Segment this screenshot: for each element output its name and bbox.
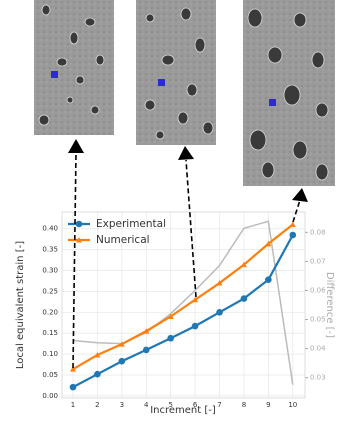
pointer-arrows (72, 152, 301, 369)
micrograph (136, 0, 216, 145)
y2-tick-label: 0.03 (310, 374, 326, 382)
point (143, 328, 150, 334)
point (142, 346, 150, 354)
plot-area (61, 211, 306, 399)
x-tick-label: 6 (193, 401, 198, 409)
legend-label: Experimental (96, 218, 166, 230)
point (289, 221, 296, 228)
series-line (72, 234, 294, 389)
point (289, 231, 297, 239)
micrograph-images (34, 0, 335, 186)
x-tick-label: 4 (144, 401, 149, 409)
x-tick-label: 2 (95, 401, 99, 409)
x-tick-label: 9 (266, 401, 270, 409)
legend-marker (75, 220, 83, 228)
y2-tick-label: 0.08 (310, 228, 326, 236)
x-tick-label: 5 (168, 401, 172, 409)
series-line (72, 223, 294, 371)
legend-marker (76, 237, 82, 243)
point (69, 366, 76, 372)
y2-tick-label: 0.06 (310, 286, 326, 294)
point (216, 309, 223, 316)
point (191, 322, 199, 330)
y-tick-label: 0.25 (42, 287, 58, 295)
point (118, 357, 126, 365)
point (167, 313, 174, 319)
y-tick-label: 0.10 (42, 350, 58, 358)
x-tick-label: 1 (71, 401, 75, 409)
micrograph (34, 0, 114, 135)
point (265, 240, 272, 247)
x-tick-label: 10 (288, 401, 297, 409)
y2-axis-label: Difference [-] (324, 272, 335, 338)
point (167, 334, 174, 342)
y-tick-label: 0.20 (42, 308, 58, 316)
point (118, 341, 125, 347)
x-axis-label: Increment [-] (150, 405, 216, 416)
arrow-heads (68, 139, 308, 202)
y-tick-label: 0.35 (42, 246, 58, 254)
series-line (72, 220, 294, 385)
y-tick-label: 0.30 (42, 267, 58, 275)
point (69, 383, 77, 391)
y-tick-label: 0.15 (42, 329, 58, 337)
y-axis-label: Local equivalent strain [-] (15, 241, 26, 369)
plot: 0.00 0.05 0.10 0.15 0.20 0.25 0.30 0.35 0.40 1 2 3 4… (42, 211, 326, 409)
y-tick-label: 0.40 (42, 225, 58, 233)
point (265, 276, 272, 284)
x-tick-label: 8 (242, 401, 246, 409)
point (192, 296, 199, 303)
point (240, 295, 248, 302)
y-tick-label: 0.00 (42, 392, 58, 400)
y2-tick-label: 0.04 (310, 345, 326, 353)
point (240, 261, 247, 268)
y2-tick-label: 0.07 (310, 257, 326, 265)
y2-tick-label: 0.05 (310, 316, 326, 324)
point (216, 280, 223, 286)
point (94, 370, 101, 378)
point (94, 351, 101, 358)
y-tick-label: 0.05 (42, 371, 58, 379)
x-tick-label: 3 (120, 401, 124, 409)
legend-label: Numerical (96, 234, 150, 246)
x-tick-label: 7 (217, 401, 221, 409)
